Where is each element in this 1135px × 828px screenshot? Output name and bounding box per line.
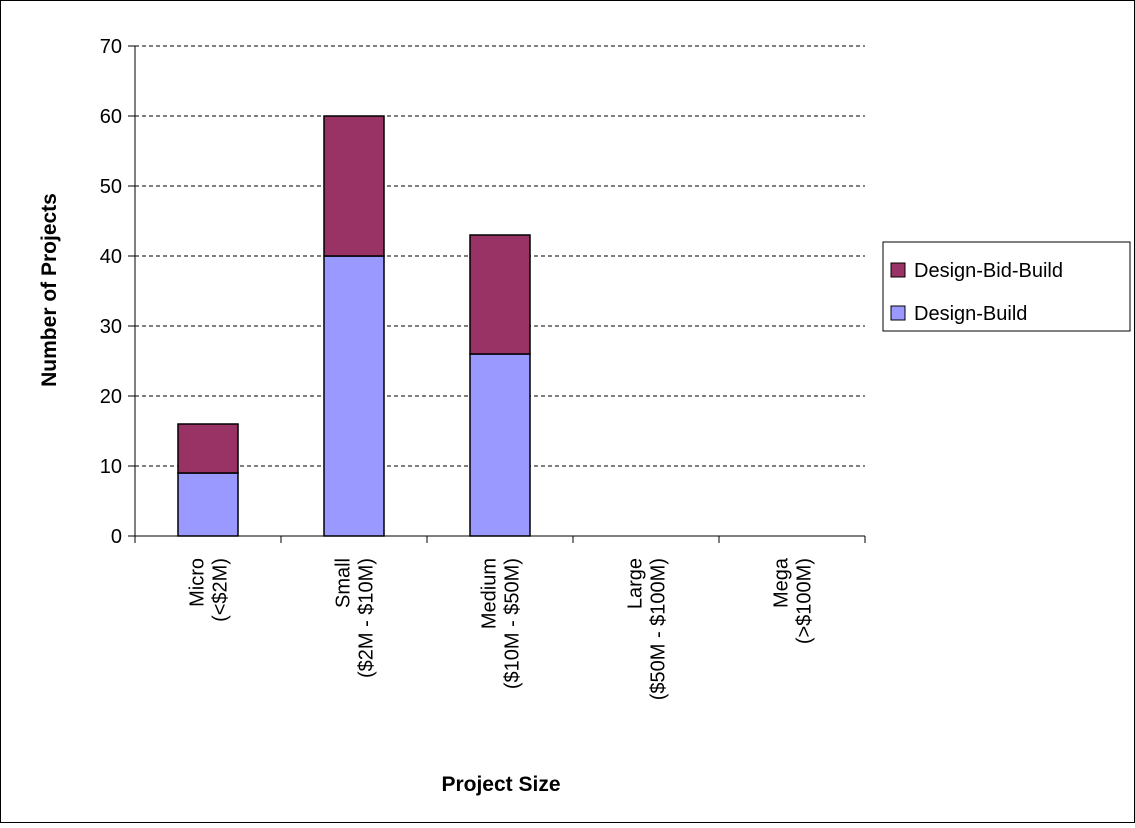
x-tick-label-line: ($2M - $10M) bbox=[356, 558, 378, 678]
x-tick-label-line: Large bbox=[625, 558, 647, 609]
y-tick-label: 70 bbox=[100, 36, 122, 58]
x-tick-label-line: (>$100M) bbox=[794, 558, 816, 644]
axes bbox=[128, 45, 866, 543]
legend: Design-Bid-Build Design-Build bbox=[882, 241, 1131, 332]
x-tick-label-line: Micro bbox=[187, 558, 209, 607]
tick-labels: 0 10 20 30 40 50 60 70 Micro (<$2M) Small ($2M - $1… bbox=[100, 36, 816, 700]
y-tick-label: 60 bbox=[100, 106, 122, 128]
bar-segment-design-bid-build bbox=[469, 234, 531, 355]
legend-swatch bbox=[890, 262, 906, 278]
x-tick-label: Small ($2M - $10M) bbox=[333, 558, 378, 678]
x-tick-label-line: Small bbox=[333, 558, 355, 608]
y-tick-label: 40 bbox=[100, 246, 122, 268]
bar-segment-design-build bbox=[469, 353, 531, 537]
bars bbox=[177, 115, 531, 537]
x-tick-label-line: Mega bbox=[771, 557, 793, 608]
x-tick-label-line: Medium bbox=[479, 558, 501, 629]
x-tick-label: Mega (>$100M) bbox=[771, 557, 816, 644]
y-axis-label: Number of Projects bbox=[38, 193, 61, 387]
x-tick-label-line: ($10M - $50M) bbox=[502, 558, 524, 689]
x-tick-label: Micro (<$2M) bbox=[187, 558, 232, 622]
x-tick-label: Large ($50M - $100M) bbox=[625, 558, 670, 700]
y-tick-label: 30 bbox=[100, 316, 122, 338]
legend-label: Design-Bid-Build bbox=[914, 260, 1063, 282]
x-axis-label: Project Size bbox=[441, 773, 560, 796]
legend-box bbox=[882, 241, 1131, 332]
y-tick-label: 20 bbox=[100, 386, 122, 408]
x-tick-label-line: (<$2M) bbox=[210, 558, 232, 622]
bar-segment-design-bid-build bbox=[177, 423, 239, 474]
bar-segment-design-build bbox=[177, 472, 239, 537]
bar-segment-design-bid-build bbox=[323, 115, 385, 257]
legend-swatch bbox=[890, 305, 906, 321]
y-tick-label: 10 bbox=[100, 456, 122, 478]
y-tick-label: 0 bbox=[111, 526, 122, 548]
legend-label: Design-Build bbox=[914, 303, 1027, 325]
bar-segment-design-build bbox=[323, 255, 385, 537]
x-tick-label: Medium ($10M - $50M) bbox=[479, 558, 524, 689]
y-tick-label: 50 bbox=[100, 176, 122, 198]
x-tick-label-line: ($50M - $100M) bbox=[648, 558, 670, 700]
